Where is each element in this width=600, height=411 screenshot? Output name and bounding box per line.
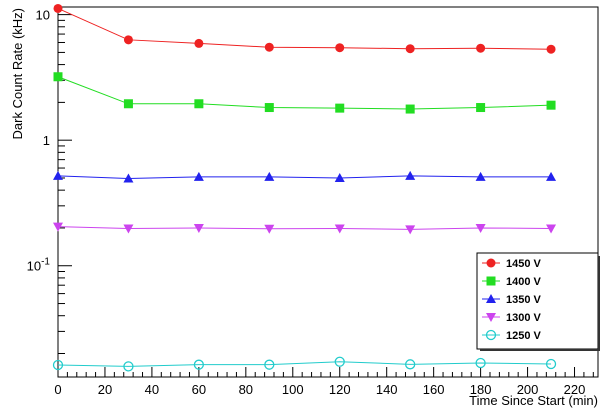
data-point [546,224,556,233]
x-tick-label: 40 [145,382,159,397]
data-point [405,225,415,234]
series-1450-v [54,4,556,54]
x-tick-label: 20 [98,382,112,397]
legend-shadow-bottom [480,349,600,351]
y-axis: 10 1 10-1 [27,8,72,354]
x-tick-label: 100 [282,382,304,397]
data-point [335,104,344,113]
legend-label: 1300 V [506,312,542,324]
x-tick-label: 60 [192,382,206,397]
data-point [265,43,274,52]
legend-label: 1250 V [506,330,542,342]
series-line [58,176,551,179]
x-tick-label: 0 [54,382,61,397]
data-point [124,35,133,44]
data-point [54,72,63,81]
y-tick-label: 1 [43,133,50,148]
legend: 1450 V 1400 V 1350 V 1300 V 1250 V [477,253,600,351]
data-point [264,225,274,234]
data-point [547,45,556,54]
series-1350-v [53,171,556,183]
data-point [194,39,203,48]
legend-label: 1450 V [506,258,542,270]
series-line [58,8,551,49]
data-point [194,99,203,108]
legend-label: 1400 V [506,276,542,288]
series-1400-v [54,72,556,113]
data-point [53,171,63,180]
data-point [547,101,556,110]
data-point [406,105,415,114]
data-point [476,103,485,112]
data-point [405,171,415,180]
data-point [124,99,133,108]
x-axis-title: Time Since Start (min) [469,393,598,408]
data-point [54,4,63,13]
data-point [123,224,133,233]
x-tick-label: 120 [329,382,351,397]
data-point [335,43,344,52]
x-tick-label: 160 [423,382,445,397]
series-1300-v [53,223,556,235]
x-tick-label: 140 [376,382,398,397]
y-axis-title: Dark Count Rate (kHz) [10,8,25,139]
data-point [265,103,274,112]
data-point [406,44,415,53]
data-point [546,172,556,181]
data-point [476,44,485,53]
y-tick-label: 10 [36,8,50,23]
legend-label: 1350 V [506,294,542,306]
y-tick-label: 10-1 [27,257,51,274]
x-tick-label: 80 [239,382,253,397]
